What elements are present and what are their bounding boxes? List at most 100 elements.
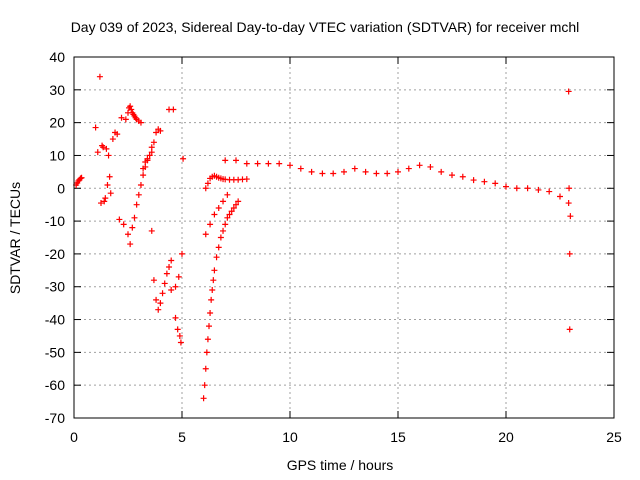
data-point-steep-arc-1: [202, 365, 209, 372]
data-point-main-band: [362, 168, 369, 175]
data-point-steep-arc-1: [210, 277, 217, 284]
data-point-main-band: [330, 170, 337, 177]
y-tick-label: -50: [45, 344, 65, 360]
data-point-main-band: [243, 160, 250, 167]
data-point-steep-arc-2: [215, 204, 222, 211]
data-point-main-band: [546, 188, 553, 195]
data-point-arc-lower-1: [140, 172, 147, 179]
data-point-steep-arc-1: [200, 395, 207, 402]
data-point-arc-lower-2: [163, 270, 170, 277]
data-point-main-band: [513, 185, 520, 192]
data-point-start-cluster: [78, 174, 85, 181]
y-axis-label: SDTVAR / TECUs: [7, 182, 23, 294]
y-tick-label: 40: [49, 49, 65, 65]
data-point-arc-lower-1: [127, 241, 134, 248]
data-point-main-band: [449, 172, 455, 179]
data-point-main-band: [373, 170, 380, 177]
data-point-early-scatter: [104, 181, 111, 188]
data-point-early-scatter: [114, 131, 121, 138]
data-point-scatter-5h: [172, 314, 179, 321]
data-point-steep-arc-1: [206, 323, 212, 330]
data-point-steep-arc-1: [211, 267, 218, 274]
data-point-main-band: [405, 165, 412, 172]
data-point-outliers-end: [567, 213, 574, 220]
data-point-arc-mid-1: [144, 155, 151, 162]
data-point-scatter-5h: [177, 339, 184, 346]
data-point-steep-arc-2: [207, 221, 214, 228]
data-point-main-band: [565, 200, 572, 207]
y-tick-label: -40: [45, 312, 65, 328]
data-point-main-band: [438, 168, 445, 175]
data-point-main-band: [297, 165, 304, 172]
data-point-arc-mid-1: [153, 129, 160, 136]
data-point-steep-arc-1: [226, 211, 233, 218]
data-point-early-scatter: [120, 221, 127, 228]
data-point-steep-arc-1: [228, 208, 235, 215]
data-point-curl: [243, 176, 250, 183]
data-point-main-band: [222, 157, 229, 164]
y-tick-label: -30: [45, 279, 65, 295]
data-point-start-cluster: [77, 175, 84, 182]
y-tick-label: -70: [45, 410, 65, 426]
data-point-steep-arc-2: [224, 191, 231, 198]
data-point-arc-lower-1: [133, 201, 140, 208]
data-point-steep-arc-1: [213, 254, 220, 261]
data-point-main-band: [395, 168, 401, 175]
data-point-arc-lower-1: [137, 181, 144, 188]
data-point-steep-arc-1: [208, 296, 215, 303]
data-point-main-band: [341, 168, 347, 175]
grid-lines: [74, 57, 614, 418]
data-point-main-band: [416, 162, 423, 169]
data-point-main-band: [351, 165, 358, 172]
data-point-arc-lower-2: [161, 280, 168, 287]
data-point-arc-upper-1: [137, 119, 144, 126]
x-tick-label: 0: [70, 429, 78, 445]
data-point-main-band: [276, 160, 283, 167]
data-point-arc-lower-2: [148, 227, 155, 234]
data-point-arc-upper-1: [122, 116, 129, 123]
data-point-steep-arc-1: [207, 309, 214, 316]
data-point-main-band: [459, 173, 466, 180]
data-point-main-band: [481, 178, 488, 185]
data-point-scatter-5h: [168, 287, 175, 294]
data-point-early-scatter: [105, 152, 112, 159]
data-point-arc-lower-2: [166, 264, 173, 271]
data-point-arc-lower-1: [135, 191, 142, 198]
data-point-main-band: [427, 163, 434, 170]
data-point-early-scatter: [96, 73, 103, 80]
data-point-scatter-5h: [180, 155, 187, 162]
data-point-outliers-end: [565, 88, 572, 95]
x-tick-label: 5: [178, 429, 186, 445]
data-point-early-scatter: [106, 173, 113, 180]
y-tick-label: 30: [49, 82, 65, 98]
data-point-early-scatter: [107, 190, 114, 197]
data-point-early-scatter: [102, 195, 109, 202]
data-point-arc-upper-1: [127, 103, 134, 110]
data-point-arc-mid-1: [148, 144, 155, 151]
data-point-arc-mid-1: [146, 152, 153, 159]
data-point-arc-lower-1: [131, 214, 138, 221]
data-point-early-scatter: [101, 198, 108, 205]
data-point-early-scatter: [98, 200, 104, 207]
tick-labels: -70 -60 -50 -40 -30 -20 -10 0 10 20 30 40 0 5 10 15 20 25: [45, 49, 622, 445]
data-point-early-scatter: [100, 144, 107, 151]
data-point-main-band: [535, 186, 542, 193]
data-point-arc-lower-2: [155, 306, 162, 313]
data-point-steep-arc-1: [222, 221, 229, 228]
data-point-arc-lower-2: [159, 290, 166, 297]
chart-title: Day 039 of 2023, Sidereal Day-to-day VTE…: [71, 19, 580, 35]
data-point-steep-arc-2: [211, 211, 218, 218]
x-axis-label: GPS time / hours: [287, 457, 394, 473]
data-point-steep-arc-1: [203, 349, 210, 356]
x-tick-label: 15: [390, 429, 406, 445]
data-point-main-band: [233, 157, 239, 164]
data-point-scatter-5h: [175, 273, 182, 280]
data-point-steep-arc-1: [217, 234, 224, 241]
y-tick-label: 10: [49, 147, 65, 163]
data-point-scatter-5h: [170, 106, 177, 113]
data-point-main-band: [470, 177, 477, 184]
data-point-steep-arc-1: [235, 198, 242, 205]
data-point-outliers-end: [566, 185, 573, 192]
data-point-outliers-end: [566, 326, 573, 333]
